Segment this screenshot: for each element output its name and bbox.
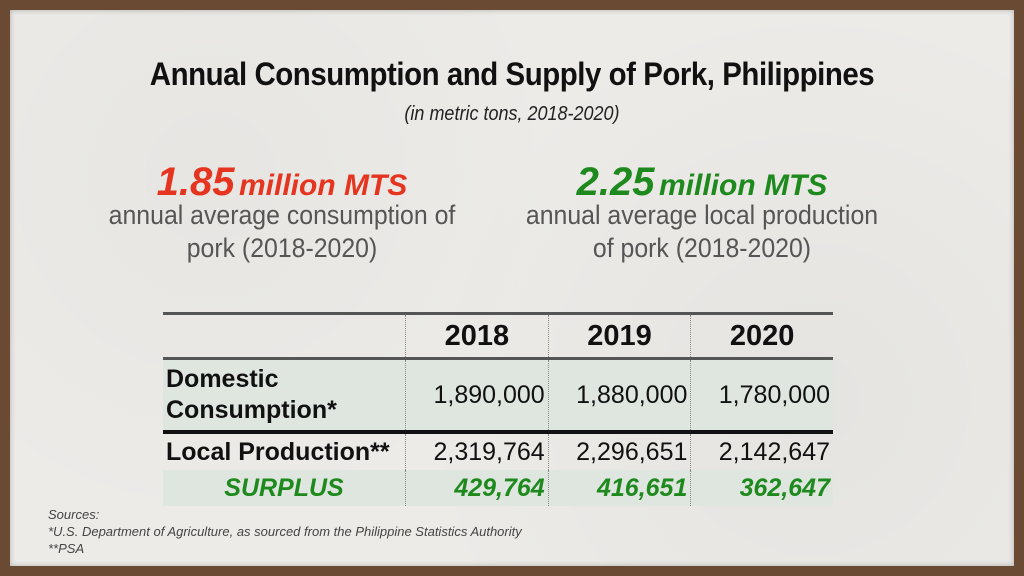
table-header-blank bbox=[163, 312, 406, 360]
production-stat-description: annual average local production of pork … bbox=[500, 199, 905, 265]
table-cell: 1,780,000 bbox=[690, 358, 833, 434]
table-cell: 1,890,000 bbox=[405, 358, 549, 434]
production-stat: 2.25 million MTS annual average local pr… bbox=[482, 160, 922, 265]
consumption-stat-description: annual average consumption of pork (2018… bbox=[80, 199, 485, 265]
table-cell: 2,296,651 bbox=[547, 432, 691, 470]
table-header-row: 2018 2019 2020 bbox=[163, 312, 833, 360]
row-label-line2: Consumption* bbox=[166, 396, 337, 424]
sources-heading: Sources: bbox=[48, 507, 100, 522]
consumption-stat-unit: million MTS bbox=[238, 169, 408, 202]
consumption-stat-desc-line2: pork (2018-2020) bbox=[186, 233, 378, 263]
consumption-stat-value: 1.85 bbox=[156, 160, 235, 204]
table-row-surplus: SURPLUS 429,764 416,651 362,647 bbox=[163, 470, 833, 506]
consumption-stat-headline: 1.85 million MTS bbox=[62, 160, 502, 205]
table-cell: 2,142,647 bbox=[690, 432, 833, 470]
table-header-year: 2020 bbox=[690, 312, 833, 360]
row-label-domestic-consumption: Domestic Consumption* bbox=[163, 358, 406, 434]
page-subtitle: (in metric tons, 2018-2020) bbox=[404, 103, 620, 125]
table-cell: 1,880,000 bbox=[547, 358, 691, 434]
production-stat-headline: 2.25 million MTS bbox=[482, 160, 922, 205]
sources-line-1: *U.S. Department of Agriculture, as sour… bbox=[48, 524, 522, 539]
table-cell: 2,319,764 bbox=[405, 432, 549, 470]
consumption-stat-desc-line1: annual average consumption of bbox=[108, 200, 456, 230]
row-label-surplus: SURPLUS bbox=[163, 470, 406, 506]
row-label-local-production: Local Production** bbox=[166, 437, 390, 466]
sources-line-2: **PSA bbox=[48, 541, 85, 556]
table-header-year: 2019 bbox=[547, 312, 691, 360]
production-stat-desc-line1: annual average local production bbox=[525, 200, 879, 230]
table-cell: 416,651 bbox=[547, 470, 691, 506]
table-row-domestic-consumption: Domestic Consumption* 1,890,000 1,880,00… bbox=[163, 358, 833, 434]
pork-supply-table: 2018 2019 2020 Domestic Consumption* 1,8… bbox=[163, 312, 833, 506]
production-stat-unit: million MTS bbox=[658, 169, 828, 202]
table-cell: 362,647 bbox=[690, 470, 833, 506]
consumption-stat: 1.85 million MTS annual average consumpt… bbox=[62, 160, 502, 265]
production-stat-desc-line2: of pork (2018-2020) bbox=[592, 233, 812, 263]
page-title: Annual Consumption and Supply of Pork, P… bbox=[149, 56, 875, 92]
table-header-year: 2018 bbox=[405, 312, 549, 360]
table-row-local-production: Local Production** 2,319,764 2,296,651 2… bbox=[163, 432, 833, 470]
sources-note: Sources: *U.S. Department of Agriculture… bbox=[48, 506, 522, 557]
production-stat-value: 2.25 bbox=[576, 160, 655, 204]
table-cell: 429,764 bbox=[405, 470, 549, 506]
row-label-line1: Domestic bbox=[166, 365, 279, 393]
